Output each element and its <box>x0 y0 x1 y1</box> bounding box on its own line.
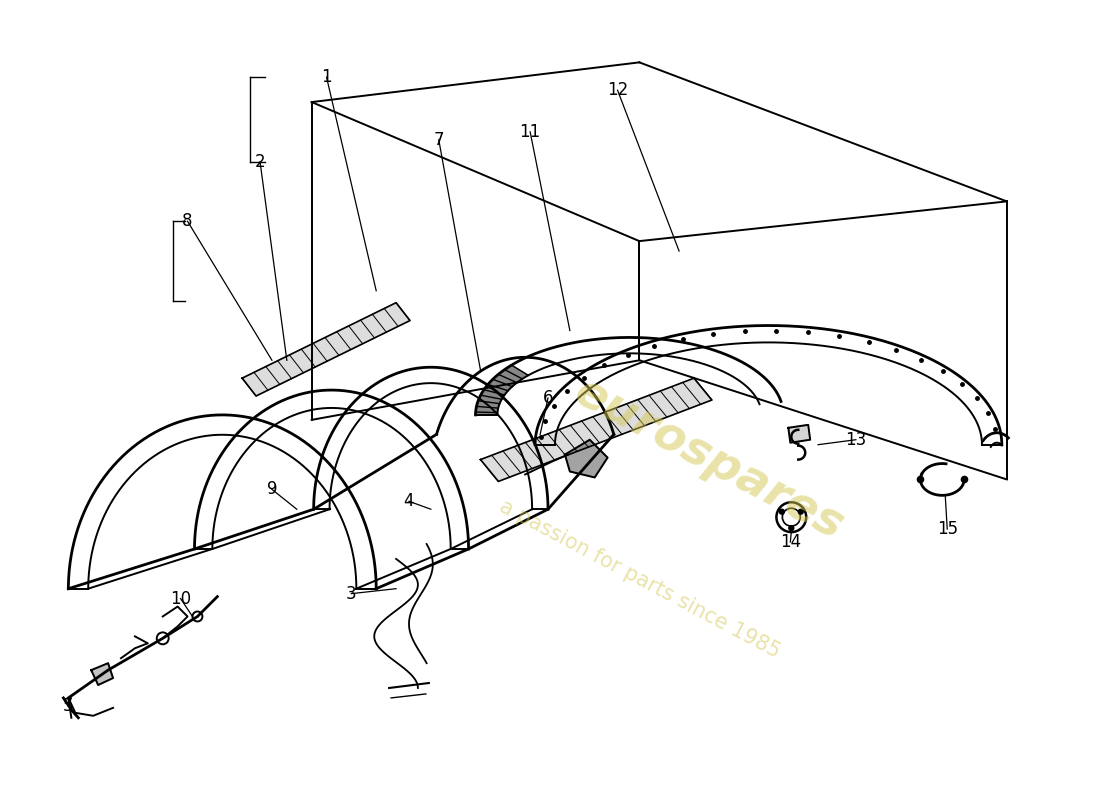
Text: 4: 4 <box>404 492 415 510</box>
Text: 12: 12 <box>607 81 628 99</box>
Polygon shape <box>789 425 811 442</box>
Text: a passion for parts since 1985: a passion for parts since 1985 <box>496 496 783 662</box>
Text: 13: 13 <box>845 430 867 449</box>
Text: 1: 1 <box>321 68 332 86</box>
Text: 15: 15 <box>937 520 958 538</box>
Text: eurospares: eurospares <box>566 370 851 550</box>
Text: 9: 9 <box>266 480 277 498</box>
Text: 11: 11 <box>519 123 541 141</box>
Circle shape <box>799 510 803 514</box>
Text: 3: 3 <box>346 585 356 602</box>
Polygon shape <box>475 365 528 415</box>
Polygon shape <box>565 440 607 478</box>
Polygon shape <box>481 378 712 482</box>
Text: 8: 8 <box>183 212 192 230</box>
Text: 10: 10 <box>170 590 191 608</box>
Text: 6: 6 <box>542 389 553 407</box>
Text: 7: 7 <box>433 131 444 149</box>
Circle shape <box>780 510 784 514</box>
Circle shape <box>789 526 794 530</box>
Text: 5: 5 <box>63 697 74 715</box>
Polygon shape <box>242 302 410 396</box>
Text: 14: 14 <box>780 533 801 551</box>
Text: 2: 2 <box>255 153 265 170</box>
Polygon shape <box>91 663 113 685</box>
